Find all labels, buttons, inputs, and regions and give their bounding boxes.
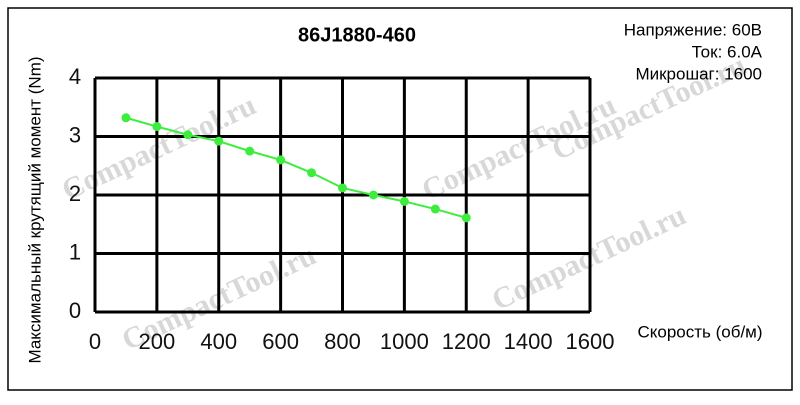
y-axis-label: Максимальный крутящий момент (Nm) [25,56,44,363]
x-tick-label: 1600 [566,329,615,354]
point [276,155,286,165]
point [399,196,409,206]
point [338,183,347,193]
point [245,146,255,156]
point [183,130,193,140]
point [152,122,162,132]
y-tick-label: 0 [69,298,81,323]
series-line [125,116,467,219]
point [430,204,440,214]
y-tick-label: 2 [69,181,81,206]
y-tick-label: 4 [69,64,81,89]
point [368,190,378,200]
annotation: Ток: 6.0A [692,42,763,61]
x-tick-label: 0 [89,329,101,354]
y-tick-label: 1 [69,239,81,264]
x-tick-label: 200 [139,329,176,354]
annotation: Напряжение: 60В [624,20,762,39]
x-tick-label: 800 [324,329,361,354]
point [214,136,224,146]
x-axis-label: Скорость (об/м) [637,322,762,341]
point [307,168,317,178]
x-tick-label: 1000 [380,329,429,354]
frame [7,7,793,391]
x-tick-label: 600 [262,329,299,354]
x-tick-label: 400 [200,329,237,354]
annotation: Микрошаг: 1600 [635,64,762,83]
point [461,213,471,223]
x-tick-label: 1400 [504,329,553,354]
x-tick-label: 1200 [442,329,491,354]
point [121,113,131,123]
chart-title: 86J1880-460 [298,24,416,46]
y-tick-label: 3 [69,122,81,147]
